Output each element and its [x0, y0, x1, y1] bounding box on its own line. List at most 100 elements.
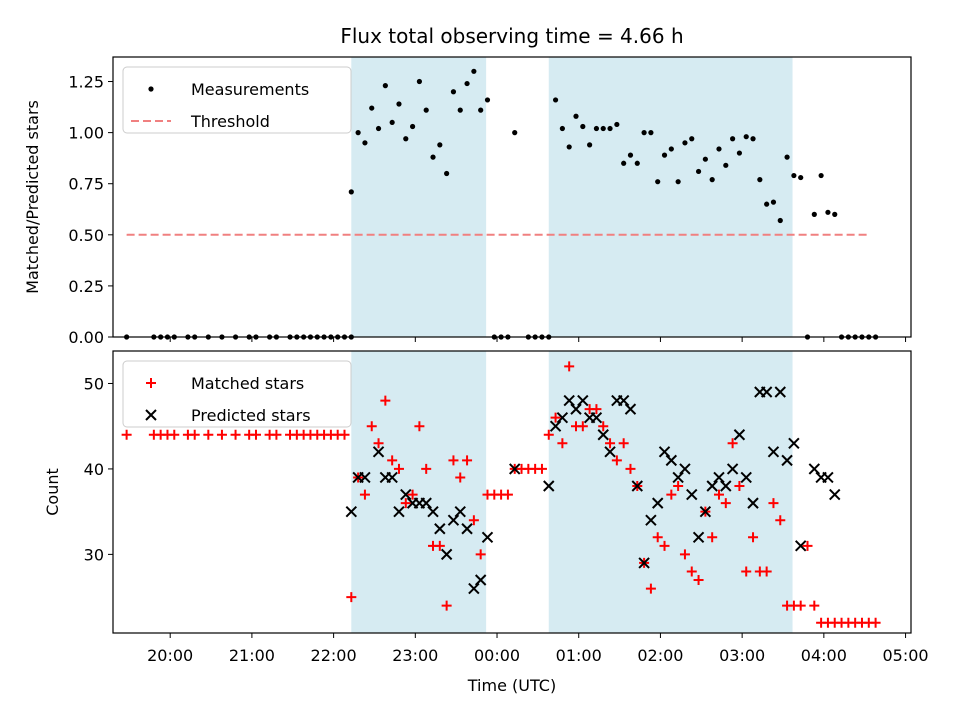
- chart-title: Flux total observing time = 4.66 h: [340, 24, 683, 48]
- data-point: [598, 421, 609, 432]
- legend-label: Threshold: [190, 112, 270, 131]
- data-point: [509, 463, 521, 475]
- data-point: [400, 488, 412, 501]
- series-matched-stars: [121, 361, 881, 628]
- data-point: [427, 505, 439, 518]
- legend-marker: [145, 409, 157, 421]
- data-point: [409, 123, 416, 130]
- data-point: [614, 121, 620, 128]
- data-point: [396, 101, 402, 107]
- data-point: [809, 600, 820, 611]
- data-point: [777, 217, 783, 224]
- data-point: [346, 592, 357, 603]
- data-point: [600, 125, 606, 132]
- x-tick-label: 22:00: [311, 646, 357, 665]
- data-point: [359, 489, 370, 500]
- data-point: [638, 557, 650, 569]
- y-tick-label: 40: [84, 460, 104, 479]
- data-point: [372, 446, 385, 458]
- legend-marker: [146, 378, 156, 388]
- data-point: [767, 446, 780, 458]
- data-point: [822, 471, 834, 484]
- data-point: [403, 136, 409, 142]
- data-point: [668, 146, 674, 152]
- data-point: [699, 505, 712, 518]
- data-point: [607, 125, 613, 132]
- bottom-y-axis-label: Count: [43, 468, 62, 516]
- data-point: [577, 421, 588, 432]
- data-point: [475, 549, 486, 560]
- data-point: [794, 540, 807, 552]
- data-point: [661, 152, 668, 158]
- x-tick-label: 04:00: [801, 646, 847, 665]
- top-y-axis-label: Matched/Predicted stars: [23, 100, 42, 294]
- data-point: [400, 498, 411, 509]
- data-point: [652, 497, 664, 509]
- data-point: [375, 125, 382, 132]
- data-point: [665, 454, 678, 467]
- data-point: [345, 505, 358, 518]
- data-point: [121, 429, 132, 440]
- data-point: [666, 489, 677, 500]
- data-point: [733, 429, 746, 441]
- data-point: [416, 78, 422, 85]
- data-point: [768, 498, 779, 509]
- axes-frame: [112, 350, 912, 634]
- data-point: [230, 429, 241, 440]
- data-point: [645, 583, 656, 594]
- y-tick-label: 30: [84, 545, 104, 564]
- data-point: [573, 113, 579, 119]
- data-point: [339, 429, 350, 440]
- data-point: [655, 179, 661, 185]
- data-point: [550, 412, 561, 423]
- data-point: [478, 107, 484, 113]
- data-point: [420, 497, 432, 509]
- data-point: [760, 386, 773, 398]
- data-point: [169, 429, 180, 440]
- data-point: [455, 472, 466, 483]
- data-point: [481, 531, 494, 543]
- panel-count: 30 40 50 20:00 21:00 22:00 23:00 00:00 01:00 02:0…: [84, 350, 929, 665]
- x-tick-label: 23:00: [392, 646, 438, 665]
- data-point: [713, 471, 725, 484]
- data-point: [727, 438, 738, 449]
- data-point: [802, 540, 813, 551]
- data-point: [203, 429, 214, 440]
- data-point: [474, 574, 487, 586]
- data-point: [775, 515, 786, 526]
- data-point: [454, 505, 466, 518]
- data-point: [386, 471, 398, 484]
- series-predicted-stars: [345, 386, 841, 595]
- data-point: [723, 162, 729, 168]
- data-point: [748, 532, 759, 543]
- data-point: [707, 532, 718, 543]
- data-point: [462, 455, 473, 466]
- data-point: [675, 179, 681, 185]
- data-point: [468, 515, 479, 526]
- data-point: [559, 125, 565, 132]
- panel-ratio: 0.00 0.25 0.50 0.75 1.00 1.25 Measurements Thre…: [68, 56, 912, 347]
- y-tick-label: 0.25: [68, 277, 104, 296]
- data-point: [621, 160, 627, 166]
- data-point: [652, 532, 663, 543]
- data-point: [502, 489, 513, 500]
- data-point: [552, 97, 559, 103]
- data-point: [870, 617, 881, 628]
- data-point: [829, 488, 841, 501]
- data-point: [348, 189, 354, 195]
- data-point: [659, 540, 670, 551]
- data-point: [393, 463, 404, 474]
- data-point: [512, 130, 518, 136]
- data-point: [618, 438, 629, 449]
- data-point: [216, 429, 227, 440]
- data-point: [811, 211, 817, 217]
- legend-box: [122, 360, 352, 428]
- data-point: [484, 97, 491, 103]
- data-point: [695, 168, 702, 175]
- data-point: [641, 130, 647, 136]
- data-point: [393, 505, 405, 518]
- data-point: [679, 463, 691, 475]
- data-point: [798, 174, 804, 181]
- data-point: [437, 142, 443, 148]
